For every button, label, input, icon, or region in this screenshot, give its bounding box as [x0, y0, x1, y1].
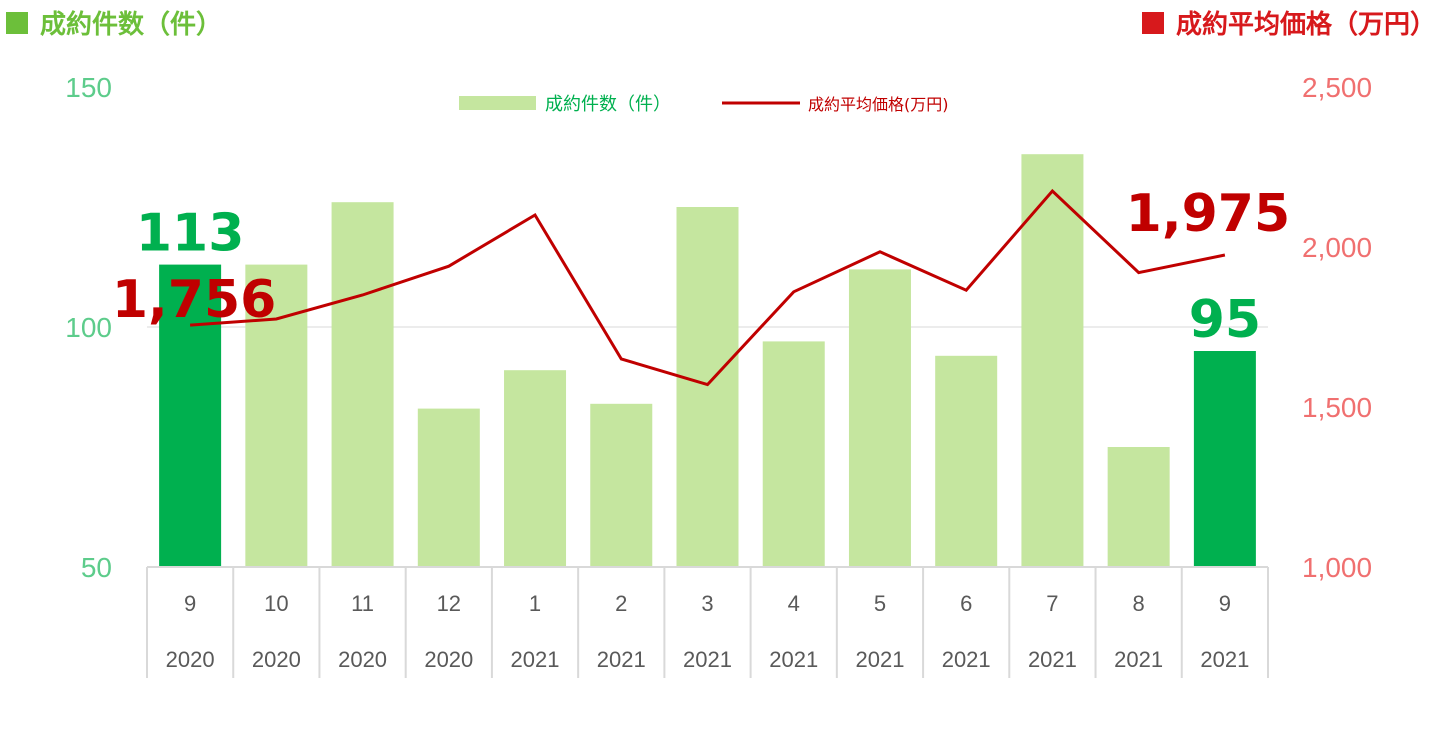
left-axis-tick-label: 50: [81, 552, 112, 583]
year-label: 2020: [252, 647, 301, 672]
month-label: 9: [1219, 591, 1231, 616]
year-label: 2021: [597, 647, 646, 672]
right-axis-title-text: 成約平均価格（万円）: [1175, 10, 1436, 40]
bar: [590, 403, 653, 567]
year-label: 2020: [166, 647, 215, 672]
green-square-icon: [6, 11, 28, 34]
data-label: 95: [1189, 290, 1261, 350]
legend: 成約件数（件） 成約平均価格(万円): [459, 94, 949, 115]
year-label: 2021: [683, 647, 732, 672]
bar: [159, 264, 222, 567]
month-label: 11: [351, 591, 374, 616]
data-label: 113: [136, 204, 245, 264]
right-axis-tick-label: 1,500: [1302, 392, 1372, 423]
year-label: 2021: [855, 647, 904, 672]
right-axis-tick-label: 2,500: [1302, 72, 1372, 103]
month-label: 7: [1046, 591, 1058, 616]
month-label: 12: [437, 591, 461, 616]
month-label: 9: [184, 591, 196, 616]
bar: [1193, 351, 1256, 567]
bar: [504, 370, 567, 567]
red-square-icon: [1141, 11, 1164, 34]
legend-bar-label: 成約件数（件）: [545, 94, 671, 115]
left-axis-tick-label: 150: [65, 72, 112, 103]
year-label: 2020: [424, 647, 473, 672]
year-label: 2020: [338, 647, 387, 672]
legend-bar-swatch: [459, 96, 536, 110]
left-axis-title-text: 成約件数（件）: [40, 10, 223, 40]
bar: [935, 355, 998, 567]
bar: [245, 264, 308, 567]
year-label: 2021: [1200, 647, 1249, 672]
right-axis-tick-label: 2,000: [1302, 232, 1372, 263]
month-label: 3: [701, 591, 713, 616]
legend-line-label: 成約平均価格(万円): [808, 95, 949, 114]
year-label: 2021: [769, 647, 818, 672]
bar: [1107, 447, 1170, 567]
month-label: 10: [264, 591, 288, 616]
month-label: 2: [615, 591, 627, 616]
bar: [848, 269, 911, 567]
right-axis-tick-label: 1,000: [1302, 552, 1372, 583]
month-label: 5: [874, 591, 886, 616]
price-line: [189, 188, 1226, 387]
month-label: 4: [788, 591, 800, 616]
year-label: 2021: [511, 647, 560, 672]
data-label: 1,975: [1126, 184, 1290, 244]
year-label: 2021: [942, 647, 991, 672]
left-axis-tick-label: 100: [65, 312, 112, 343]
month-label: 8: [1133, 591, 1145, 616]
bar: [417, 408, 480, 567]
bar: [676, 207, 739, 567]
bar: [331, 202, 394, 567]
left-axis-title: 成約件数（件）: [6, 4, 222, 41]
bar: [762, 341, 825, 567]
right-axis-title: 成約平均価格（万円）: [1141, 4, 1436, 41]
month-label: 1: [529, 591, 541, 616]
year-label: 2021: [1028, 647, 1077, 672]
data-label: 1,756: [112, 270, 276, 330]
year-label: 2021: [1114, 647, 1163, 672]
bar: [1021, 154, 1084, 567]
month-label: 6: [960, 591, 972, 616]
